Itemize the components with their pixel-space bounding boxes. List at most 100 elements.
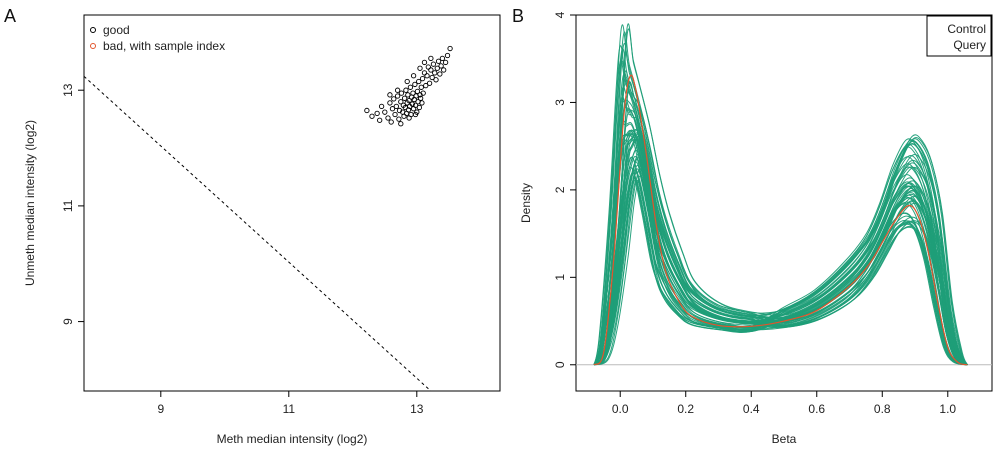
control-density-curve: [593, 133, 968, 366]
panel-b-y-ticks: 0 1 2 3 4: [553, 11, 576, 368]
control-density-curve: [593, 31, 968, 366]
control-density-curve: [593, 45, 968, 366]
panel-a-letter: A: [4, 6, 16, 26]
scatter-point: [433, 77, 439, 83]
scatter-point: [391, 96, 397, 102]
scatter-point: [432, 70, 438, 76]
y-tick-label: 11: [61, 199, 75, 212]
scatter-point: [414, 88, 421, 95]
scatter-point: [401, 95, 408, 101]
scatter-point: [416, 104, 423, 111]
scatter-point: [387, 92, 393, 98]
scatter-point: [418, 84, 424, 90]
panel-b-density-curves: [593, 23, 968, 366]
scatter-point: [409, 101, 415, 107]
scatter-point: [398, 99, 404, 105]
control-density-curve: [593, 156, 968, 366]
control-density-curve: [593, 128, 968, 366]
panel-b-plot-frame: [575, 14, 993, 392]
scatter-point: [396, 116, 402, 122]
y-tick-label: 3: [553, 99, 567, 106]
scatter-point: [421, 59, 428, 66]
control-density-curve: [593, 70, 968, 366]
scatter-point: [424, 73, 430, 79]
scatter-point: [377, 117, 383, 123]
panel-a-y-axis-label: Unmeth median intensity (log2): [23, 120, 37, 286]
scatter-point: [401, 113, 407, 119]
panel-a-x-ticks: 9 11 13: [157, 391, 424, 416]
panel-a-legend: good bad, with sample index: [90, 23, 225, 53]
scatter-point: [421, 70, 428, 76]
y-tick-label: 2: [553, 186, 567, 193]
scatter-point: [417, 95, 424, 101]
scatter-point: [434, 65, 440, 71]
legend-label-good: good: [103, 23, 130, 37]
scatter-point: [437, 71, 443, 77]
scatter-point: [394, 87, 401, 93]
x-tick-label: 9: [157, 402, 164, 416]
x-tick-label: 11: [283, 402, 296, 416]
y-tick-label: 13: [61, 83, 75, 97]
scatter-point: [387, 100, 393, 106]
scatter-point: [412, 102, 419, 108]
control-density-curve: [593, 172, 968, 366]
y-tick-label: 4: [553, 11, 567, 18]
scatter-point: [430, 61, 437, 67]
scatter-point: [382, 109, 388, 115]
legend-label-bad: bad, with sample index: [103, 39, 225, 53]
x-tick-label: 0.2: [677, 402, 694, 416]
scatter-point: [441, 67, 447, 73]
panel-a-reference-line: [83, 75, 432, 392]
scatter-point: [405, 107, 412, 113]
scatter-point: [425, 64, 431, 70]
scatter-point: [378, 103, 385, 110]
x-tick-label: 0.8: [874, 402, 891, 416]
scatter-point: [398, 121, 404, 127]
panel-b-legend: Control Query: [926, 15, 992, 57]
scatter-point: [442, 59, 449, 66]
scatter-point: [410, 90, 416, 96]
scatter-point: [398, 90, 405, 96]
panel-a-x-axis-label: Meth median intensity (log2): [217, 432, 368, 446]
legend-label-query: Query: [953, 38, 986, 52]
scatter-point: [385, 115, 391, 121]
scatter-point: [410, 73, 417, 79]
scatter-point: [389, 106, 396, 112]
scatter-point: [428, 55, 434, 62]
scatter-point: [435, 58, 442, 64]
scatter-point: [438, 63, 444, 69]
control-density-curve: [593, 134, 968, 366]
scatter-point: [419, 75, 426, 82]
scatter-point: [439, 55, 446, 62]
scatter-point: [420, 90, 426, 96]
scatter-point: [405, 92, 411, 98]
scatter-point: [403, 87, 409, 93]
legend-marker-good: [90, 27, 96, 33]
control-density-curve: [593, 166, 968, 366]
panel-a-points-group: [364, 45, 453, 127]
scatter-point: [428, 67, 434, 73]
control-density-curve: [593, 86, 968, 366]
scatter-point: [392, 111, 398, 118]
y-tick-label: 0: [553, 361, 567, 368]
control-density-curve: [593, 149, 968, 366]
scatter-point: [417, 65, 423, 71]
scatter-point: [423, 82, 429, 89]
scatter-point: [419, 100, 425, 106]
scatter-point: [404, 78, 410, 85]
y-tick-label: 1: [553, 274, 567, 281]
legend-marker-bad: [90, 43, 96, 49]
panel-b-letter: B: [512, 6, 524, 26]
panel-a-plot-frame: [83, 14, 501, 392]
scatter-point: [388, 119, 394, 125]
scatter-point: [429, 74, 435, 81]
query-density-curve: [593, 74, 968, 366]
x-tick-label: 0.0: [612, 402, 629, 416]
scatter-point: [407, 84, 414, 90]
x-tick-label: 1.0: [939, 402, 956, 416]
scatter-point: [416, 78, 422, 85]
legend-box: [926, 15, 992, 57]
x-tick-label: 13: [410, 402, 424, 416]
scatter-point: [426, 80, 433, 86]
